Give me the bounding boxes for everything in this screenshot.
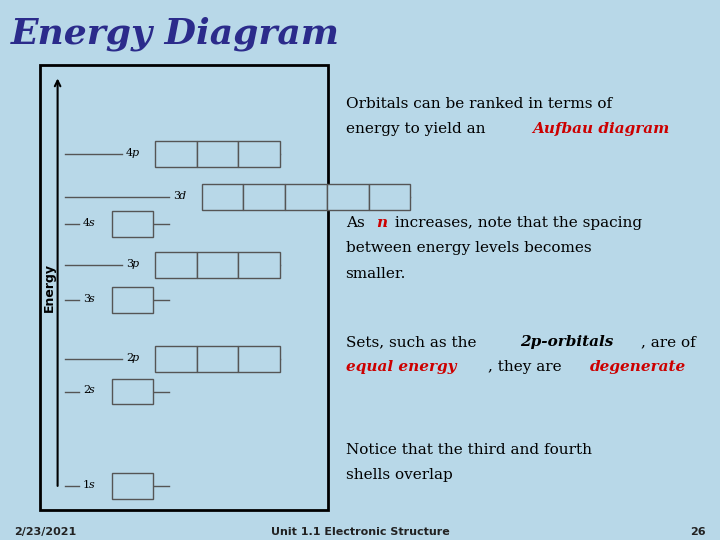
Bar xyxy=(112,473,153,499)
Text: between energy levels becomes: between energy levels becomes xyxy=(346,241,591,255)
Text: s: s xyxy=(89,294,94,303)
Text: p: p xyxy=(132,148,139,158)
Bar xyxy=(197,346,238,372)
Text: Energy: Energy xyxy=(42,263,55,312)
Text: Energy Diagram: Energy Diagram xyxy=(11,16,340,51)
Text: p: p xyxy=(132,353,139,363)
Text: shells overlap: shells overlap xyxy=(346,468,452,482)
Text: s: s xyxy=(89,480,94,490)
Text: 3: 3 xyxy=(126,259,133,268)
Text: 1: 1 xyxy=(83,480,90,490)
Text: Notice that the third and fourth: Notice that the third and fourth xyxy=(346,443,592,457)
Text: 2p-orbitals: 2p-orbitals xyxy=(521,335,613,349)
Text: Orbitals can be ranked in terms of: Orbitals can be ranked in terms of xyxy=(346,97,612,111)
Text: 4: 4 xyxy=(126,148,133,158)
Text: p: p xyxy=(132,259,139,268)
Bar xyxy=(243,184,285,210)
Text: , they are: , they are xyxy=(488,360,567,374)
Text: 2: 2 xyxy=(83,386,90,395)
Text: Sets, such as the: Sets, such as the xyxy=(346,335,481,349)
Bar xyxy=(238,252,280,278)
Text: d: d xyxy=(179,191,186,201)
Bar xyxy=(197,252,238,278)
Bar xyxy=(155,346,197,372)
Bar xyxy=(112,379,153,404)
Bar xyxy=(238,346,280,372)
Text: , are of: , are of xyxy=(641,335,696,349)
Text: s: s xyxy=(89,386,94,395)
Text: 26: 26 xyxy=(690,527,706,537)
Bar xyxy=(202,184,243,210)
Bar xyxy=(369,184,410,210)
Text: equal energy: equal energy xyxy=(346,360,456,374)
Text: 2: 2 xyxy=(126,353,133,363)
Bar xyxy=(155,252,197,278)
Text: smaller.: smaller. xyxy=(346,267,406,281)
Text: Aufbau diagram: Aufbau diagram xyxy=(532,123,669,137)
Text: 3: 3 xyxy=(173,191,180,201)
Text: n: n xyxy=(376,216,387,230)
Text: As: As xyxy=(346,216,369,230)
Bar xyxy=(285,184,327,210)
Text: 2/23/2021: 2/23/2021 xyxy=(14,527,76,537)
Text: s: s xyxy=(89,218,94,228)
Bar xyxy=(112,211,153,237)
Text: degenerate: degenerate xyxy=(590,360,685,374)
Text: Unit 1.1 Electronic Structure: Unit 1.1 Electronic Structure xyxy=(271,527,449,537)
Bar xyxy=(40,65,328,510)
Text: 4: 4 xyxy=(83,218,90,228)
Text: increases, note that the spacing: increases, note that the spacing xyxy=(390,216,642,230)
Bar xyxy=(238,141,280,167)
Text: energy to yield an: energy to yield an xyxy=(346,123,490,137)
Bar xyxy=(112,287,153,313)
Bar xyxy=(155,141,197,167)
Bar xyxy=(197,141,238,167)
Text: 3: 3 xyxy=(83,294,90,303)
Bar xyxy=(327,184,369,210)
